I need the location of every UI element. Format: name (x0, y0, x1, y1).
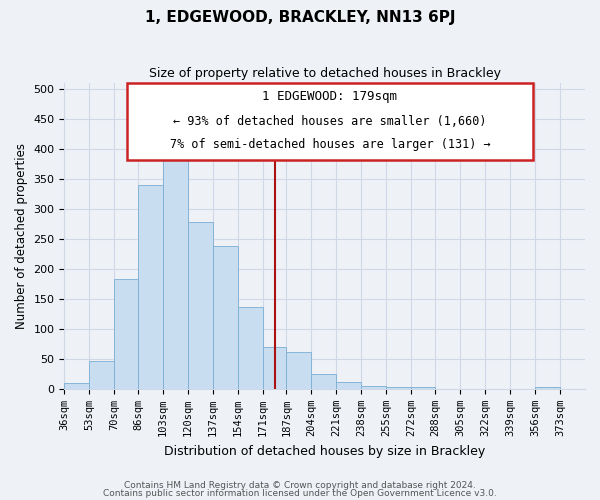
Bar (115, 278, 138, 389)
Bar (89, 362, 115, 389)
Bar (213, 246, 238, 389)
Text: Contains HM Land Registry data © Crown copyright and database right 2024.: Contains HM Land Registry data © Crown c… (124, 481, 476, 490)
Bar (412, 386, 435, 389)
Bar (535, 387, 560, 389)
Bar (238, 308, 263, 389)
Bar (138, 185, 163, 389)
Text: Contains public sector information licensed under the Open Government Licence v3: Contains public sector information licen… (103, 488, 497, 498)
FancyBboxPatch shape (127, 83, 533, 160)
Text: ← 93% of detached houses are smaller (1,660): ← 93% of detached houses are smaller (1,… (173, 115, 487, 128)
Bar (386, 386, 412, 389)
Text: 1 EDGEWOOD: 179sqm: 1 EDGEWOOD: 179sqm (262, 90, 397, 104)
Bar (263, 347, 286, 389)
Bar (337, 382, 361, 389)
Bar (188, 222, 213, 389)
X-axis label: Distribution of detached houses by size in Brackley: Distribution of detached houses by size … (164, 444, 485, 458)
Bar (64, 383, 89, 389)
Bar (361, 386, 386, 389)
Text: 1, EDGEWOOD, BRACKLEY, NN13 6PJ: 1, EDGEWOOD, BRACKLEY, NN13 6PJ (145, 10, 455, 25)
Y-axis label: Number of detached properties: Number of detached properties (15, 143, 28, 329)
Text: 7% of semi-detached houses are larger (131) →: 7% of semi-detached houses are larger (1… (170, 138, 490, 150)
Bar (286, 352, 311, 389)
Title: Size of property relative to detached houses in Brackley: Size of property relative to detached ho… (149, 68, 501, 80)
Bar (311, 374, 337, 389)
Bar (163, 149, 188, 389)
